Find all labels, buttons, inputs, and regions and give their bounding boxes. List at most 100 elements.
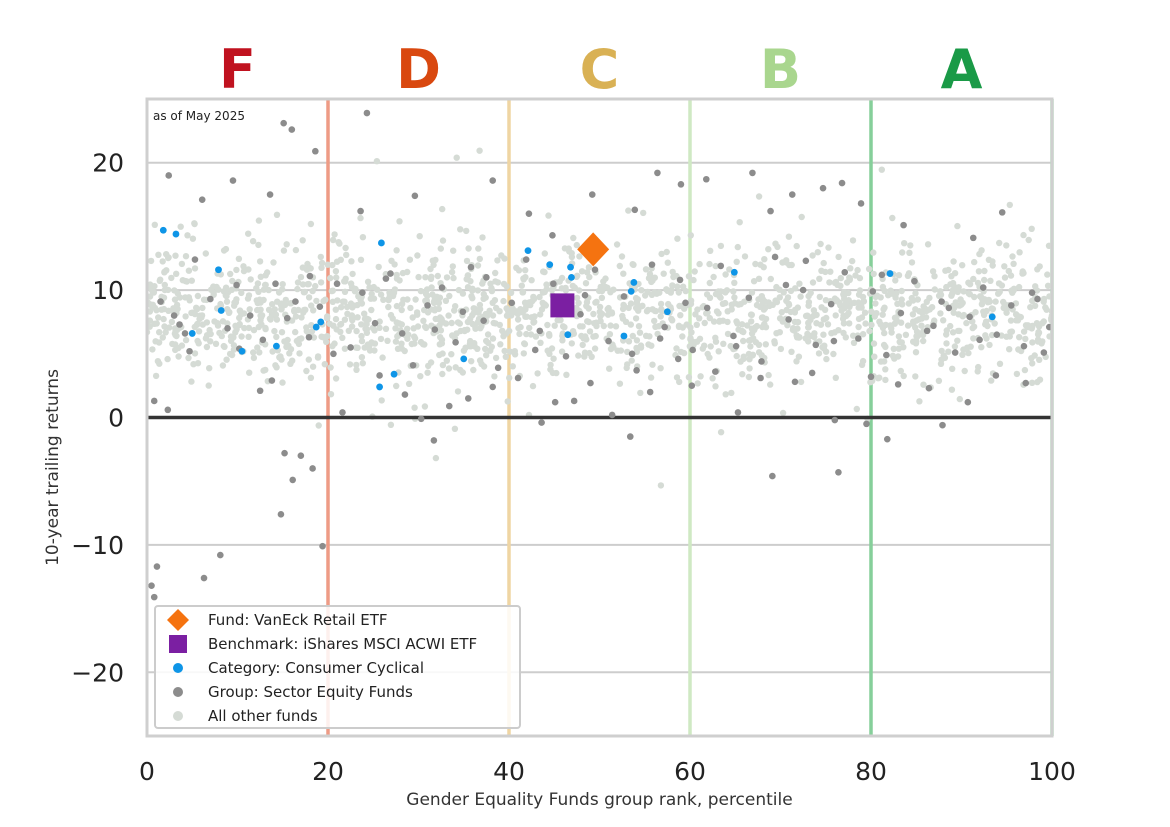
all-other-funds-point: [385, 295, 392, 302]
group-point: [268, 377, 276, 384]
all-other-funds-point: [629, 332, 636, 340]
all-other-funds-point: [717, 242, 725, 250]
all-other-funds-point: [787, 287, 795, 295]
all-other-funds-point: [254, 280, 262, 287]
all-other-funds-point: [385, 303, 392, 311]
all-other-funds-point: [411, 333, 418, 340]
all-other-funds-point: [832, 374, 839, 381]
all-other-funds-point: [332, 375, 340, 382]
all-other-funds-point: [486, 307, 493, 314]
all-other-funds-point: [323, 315, 331, 322]
all-other-funds-point: [738, 321, 746, 328]
all-other-funds-point: [536, 293, 543, 301]
group-point: [712, 368, 719, 375]
all-other-funds-point: [636, 329, 644, 336]
all-other-funds-point: [509, 363, 516, 370]
group-point: [605, 337, 612, 345]
all-other-funds-point: [363, 329, 371, 336]
all-other-funds-point: [580, 335, 587, 342]
all-other-funds-point: [448, 319, 455, 327]
all-other-funds-point: [633, 337, 641, 344]
all-other-funds-point: [420, 317, 427, 324]
all-other-funds-point: [797, 293, 804, 300]
all-other-funds-point: [439, 370, 446, 378]
all-other-funds-point: [1039, 320, 1046, 327]
all-other-funds-point: [463, 257, 471, 265]
category-point: [312, 323, 320, 331]
all-other-funds-point: [906, 249, 913, 256]
group-point: [280, 119, 287, 127]
all-other-funds-point: [371, 340, 379, 347]
group-point: [646, 388, 654, 396]
group-point: [198, 196, 206, 203]
all-other-funds-point: [307, 374, 315, 381]
grade-label-d: D: [396, 38, 441, 101]
all-other-funds-point: [549, 369, 557, 377]
all-other-funds-point: [379, 354, 386, 361]
all-other-funds-point: [448, 351, 455, 358]
all-other-funds-point: [616, 380, 624, 387]
all-other-funds-point: [1001, 274, 1009, 281]
all-other-funds-point: [1029, 360, 1036, 367]
all-other-funds-point: [1022, 335, 1029, 343]
all-other-funds-point: [674, 235, 681, 242]
category-point: [376, 383, 383, 391]
all-other-funds-point: [805, 320, 812, 327]
all-other-funds-point: [520, 350, 527, 357]
all-other-funds-point: [380, 296, 387, 303]
y-tick-label: −10: [71, 531, 124, 560]
all-other-funds-point: [559, 332, 566, 340]
group-point: [838, 179, 846, 187]
group-point: [869, 288, 877, 295]
group-point: [233, 281, 240, 289]
all-other-funds-point: [272, 362, 279, 369]
all-other-funds-point: [543, 281, 550, 288]
category-point: [217, 307, 225, 314]
x-tick-label: 20: [312, 757, 344, 786]
group-point: [938, 298, 945, 305]
group-point: [878, 271, 886, 279]
all-other-funds-point: [430, 298, 438, 305]
all-other-funds-point: [649, 277, 656, 284]
group-point: [1034, 295, 1041, 303]
grade-label-b: B: [760, 38, 801, 101]
all-other-funds-point: [558, 285, 566, 292]
all-other-funds-point: [849, 237, 857, 244]
all-other-funds-point: [165, 307, 172, 314]
all-other-funds-point: [627, 300, 635, 307]
all-other-funds-point: [881, 287, 888, 295]
all-other-funds-point: [475, 245, 482, 252]
group-point: [281, 449, 288, 457]
all-other-funds-point: [879, 311, 886, 318]
group-point: [438, 284, 446, 291]
all-other-funds-point: [983, 335, 990, 342]
all-other-funds-point: [685, 273, 693, 280]
all-other-funds-point: [937, 360, 945, 367]
all-other-funds-point: [975, 268, 983, 275]
all-other-funds-point: [734, 243, 741, 251]
all-other-funds-point: [182, 313, 189, 320]
all-other-funds-point: [465, 245, 472, 252]
all-other-funds-point: [627, 321, 634, 328]
all-other-funds-point: [622, 318, 630, 325]
all-other-funds-point: [417, 287, 425, 295]
all-other-funds-point: [518, 282, 525, 289]
all-other-funds-point: [914, 296, 921, 303]
all-other-funds-point: [332, 306, 339, 313]
all-other-funds-point: [916, 398, 923, 405]
all-other-funds-point: [506, 327, 513, 335]
all-other-funds-point: [522, 267, 529, 274]
all-other-funds-point: [733, 258, 740, 265]
all-other-funds-point: [416, 233, 423, 240]
all-other-funds-point: [516, 330, 523, 338]
all-other-funds-point: [305, 280, 312, 288]
all-other-funds-point: [404, 296, 411, 303]
all-other-funds-point: [865, 265, 873, 273]
all-other-funds-point: [740, 355, 747, 363]
all-other-funds-point: [154, 358, 162, 365]
all-other-funds-point: [971, 258, 978, 266]
all-other-funds-point: [547, 361, 554, 369]
all-other-funds-point: [731, 294, 738, 301]
all-other-funds-point: [415, 273, 422, 281]
all-other-funds-point: [315, 422, 322, 429]
